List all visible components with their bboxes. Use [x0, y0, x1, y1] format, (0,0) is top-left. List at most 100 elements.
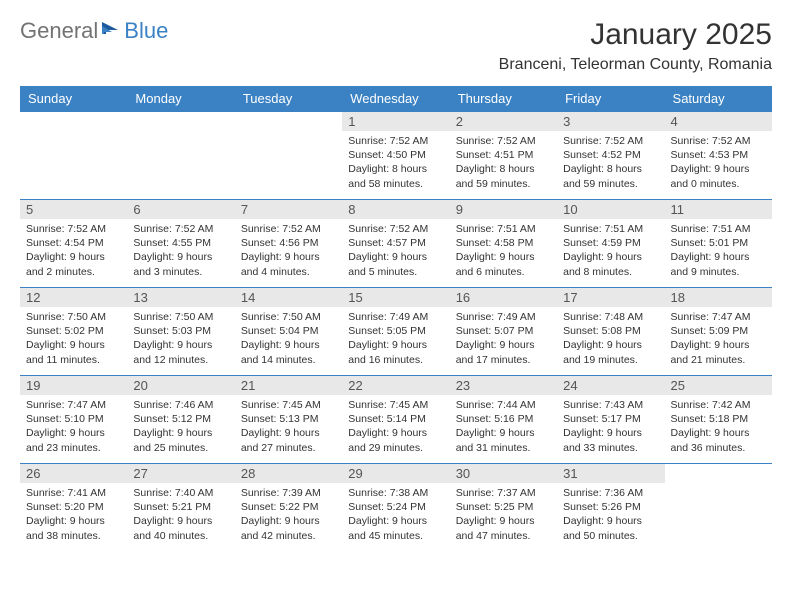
day-info: Sunrise: 7:45 AMSunset: 5:13 PMDaylight:… — [241, 398, 336, 455]
calendar-day-cell: 27 Sunrise: 7:40 AMSunset: 5:21 PMDayligh… — [127, 464, 234, 552]
logo: General Blue — [20, 18, 168, 44]
day-info: Sunrise: 7:52 AMSunset: 4:53 PMDaylight:… — [671, 134, 766, 191]
calendar-day-cell: 3Sunrise: 7:52 AMSunset: 4:52 PMDaylight… — [557, 112, 664, 200]
calendar-day-cell: 26Sunrise: 7:41 AMSunset: 5:20 PMDayligh… — [20, 464, 127, 552]
calendar-day-cell: 6Sunrise: 7:52 AMSunset: 4:55 PMDaylight… — [127, 200, 234, 288]
day-number: 2 — [450, 112, 557, 131]
day-number: 9 — [450, 200, 557, 219]
calendar-day-cell: 28Sunrise: 7:39 AMSunset: 5:22 PMDayligh… — [235, 464, 342, 552]
calendar-day-cell: 30 Sunrise: 7:37 AMSunset: 5:25 PMDayligh… — [450, 464, 557, 552]
day-info: Sunrise: 7:43 AMSunset: 5:17 PMDaylight:… — [563, 398, 658, 455]
day-info: Sunrise: 7:45 AMSunset: 5:14 PMDaylight:… — [348, 398, 443, 455]
calendar-day-cell — [127, 112, 234, 200]
day-info: Sunrise: 7:36 AMSunset: 5:26 PMDaylight:… — [563, 486, 658, 543]
calendar-week-row: 12 Sunrise: 7:50 AMSunset: 5:02 PMDayligh… — [20, 288, 772, 376]
calendar-day-cell: 13Sunrise: 7:50 AMSunset: 5:03 PMDayligh… — [127, 288, 234, 376]
day-header: Thursday — [450, 86, 557, 112]
day-info: Sunrise: 7:50 AMSunset: 5:02 PMDaylight:… — [26, 310, 121, 367]
day-info: Sunrise: 7:52 AMSunset: 4:57 PMDaylight:… — [348, 222, 443, 279]
title-block: January 2025 Branceni, Teleorman County,… — [499, 18, 772, 74]
calendar-day-cell: 10 Sunrise: 7:51 AMSunset: 4:59 PMDayligh… — [557, 200, 664, 288]
location-label: Branceni, Teleorman County, Romania — [499, 56, 772, 74]
day-info: Sunrise: 7:38 AMSunset: 5:24 PMDaylight:… — [348, 486, 443, 543]
day-number: 24 — [557, 376, 664, 395]
calendar-day-cell: 29 Sunrise: 7:38 AMSunset: 5:24 PMDayligh… — [342, 464, 449, 552]
header: General Blue January 2025 Branceni, Tele… — [20, 18, 772, 74]
calendar-day-cell: 17 Sunrise: 7:48 AMSunset: 5:08 PMDayligh… — [557, 288, 664, 376]
calendar-day-cell: 22 Sunrise: 7:45 AMSunset: 5:14 PMDayligh… — [342, 376, 449, 464]
day-header: Wednesday — [342, 86, 449, 112]
calendar-day-cell: 18Sunrise: 7:47 AMSunset: 5:09 PMDayligh… — [665, 288, 772, 376]
day-info: Sunrise: 7:51 AMSunset: 4:59 PMDaylight:… — [563, 222, 658, 279]
calendar-day-cell: 9 Sunrise: 7:51 AMSunset: 4:58 PMDaylight… — [450, 200, 557, 288]
logo-text-blue: Blue — [124, 18, 168, 44]
day-header: Saturday — [665, 86, 772, 112]
day-number: 1 — [342, 112, 449, 131]
day-info: Sunrise: 7:48 AMSunset: 5:08 PMDaylight:… — [563, 310, 658, 367]
day-number: 30 — [450, 464, 557, 483]
day-number: 29 — [342, 464, 449, 483]
day-number: 27 — [127, 464, 234, 483]
day-number: 11 — [665, 200, 772, 219]
calendar-day-cell: 11 Sunrise: 7:51 AMSunset: 5:01 PMDayligh… — [665, 200, 772, 288]
calendar-day-cell: 14Sunrise: 7:50 AMSunset: 5:04 PMDayligh… — [235, 288, 342, 376]
calendar-day-cell: 24 Sunrise: 7:43 AMSunset: 5:17 PMDayligh… — [557, 376, 664, 464]
day-header: Tuesday — [235, 86, 342, 112]
calendar-day-cell: 15 Sunrise: 7:49 AMSunset: 5:05 PMDayligh… — [342, 288, 449, 376]
calendar-day-cell: 20Sunrise: 7:46 AMSunset: 5:12 PMDayligh… — [127, 376, 234, 464]
day-info: Sunrise: 7:44 AMSunset: 5:16 PMDaylight:… — [456, 398, 551, 455]
day-number: 18 — [665, 288, 772, 307]
calendar-week-row: 19 Sunrise: 7:47 AMSunset: 5:10 PMDayligh… — [20, 376, 772, 464]
calendar-week-row: 1Sunrise: 7:52 AMSunset: 4:50 PMDaylight… — [20, 112, 772, 200]
day-number: 21 — [235, 376, 342, 395]
day-number: 8 — [342, 200, 449, 219]
day-header: Monday — [127, 86, 234, 112]
day-info: Sunrise: 7:37 AMSunset: 5:25 PMDaylight:… — [456, 486, 551, 543]
logo-text-general: General — [20, 18, 98, 44]
calendar-day-cell: 7 Sunrise: 7:52 AMSunset: 4:56 PMDaylight… — [235, 200, 342, 288]
calendar-day-cell: 8 Sunrise: 7:52 AMSunset: 4:57 PMDaylight… — [342, 200, 449, 288]
day-number: 17 — [557, 288, 664, 307]
calendar-day-cell: 4 Sunrise: 7:52 AMSunset: 4:53 PMDaylight… — [665, 112, 772, 200]
day-info: Sunrise: 7:51 AMSunset: 5:01 PMDaylight:… — [671, 222, 766, 279]
calendar-day-cell: 1Sunrise: 7:52 AMSunset: 4:50 PMDaylight… — [342, 112, 449, 200]
day-number: 4 — [665, 112, 772, 131]
day-number: 16 — [450, 288, 557, 307]
day-number: 10 — [557, 200, 664, 219]
day-number: 6 — [127, 200, 234, 219]
day-info: Sunrise: 7:52 AMSunset: 4:56 PMDaylight:… — [241, 222, 336, 279]
day-info: Sunrise: 7:50 AMSunset: 5:04 PMDaylight:… — [241, 310, 336, 367]
day-info: Sunrise: 7:52 AMSunset: 4:54 PMDaylight:… — [26, 222, 121, 279]
day-header: Sunday — [20, 86, 127, 112]
day-info: Sunrise: 7:52 AMSunset: 4:51 PMDaylight:… — [456, 134, 551, 191]
day-info: Sunrise: 7:51 AMSunset: 4:58 PMDaylight:… — [456, 222, 551, 279]
day-number: 31 — [557, 464, 664, 483]
day-number: 12 — [20, 288, 127, 307]
day-number: 7 — [235, 200, 342, 219]
day-number: 22 — [342, 376, 449, 395]
day-header: Friday — [557, 86, 664, 112]
day-number: 5 — [20, 200, 127, 219]
calendar-week-row: 26Sunrise: 7:41 AMSunset: 5:20 PMDayligh… — [20, 464, 772, 552]
page-title: January 2025 — [499, 18, 772, 52]
day-info: Sunrise: 7:50 AMSunset: 5:03 PMDaylight:… — [133, 310, 228, 367]
calendar-day-cell: 12 Sunrise: 7:50 AMSunset: 5:02 PMDayligh… — [20, 288, 127, 376]
calendar-day-cell: 19 Sunrise: 7:47 AMSunset: 5:10 PMDayligh… — [20, 376, 127, 464]
calendar-day-cell — [235, 112, 342, 200]
calendar-day-cell — [20, 112, 127, 200]
day-info: Sunrise: 7:40 AMSunset: 5:21 PMDaylight:… — [133, 486, 228, 543]
day-info: Sunrise: 7:49 AMSunset: 5:05 PMDaylight:… — [348, 310, 443, 367]
day-number: 3 — [557, 112, 664, 131]
calendar-day-cell: 2 Sunrise: 7:52 AMSunset: 4:51 PMDaylight… — [450, 112, 557, 200]
day-info: Sunrise: 7:41 AMSunset: 5:20 PMDaylight:… — [26, 486, 121, 543]
day-number: 15 — [342, 288, 449, 307]
flag-icon — [100, 20, 122, 43]
day-info: Sunrise: 7:42 AMSunset: 5:18 PMDaylight:… — [671, 398, 766, 455]
calendar-header-row: SundayMondayTuesdayWednesdayThursdayFrid… — [20, 86, 772, 112]
day-info: Sunrise: 7:49 AMSunset: 5:07 PMDaylight:… — [456, 310, 551, 367]
calendar-day-cell — [665, 464, 772, 552]
day-info: Sunrise: 7:47 AMSunset: 5:10 PMDaylight:… — [26, 398, 121, 455]
day-number: 23 — [450, 376, 557, 395]
day-number: 19 — [20, 376, 127, 395]
calendar-day-cell: 23 Sunrise: 7:44 AMSunset: 5:16 PMDayligh… — [450, 376, 557, 464]
